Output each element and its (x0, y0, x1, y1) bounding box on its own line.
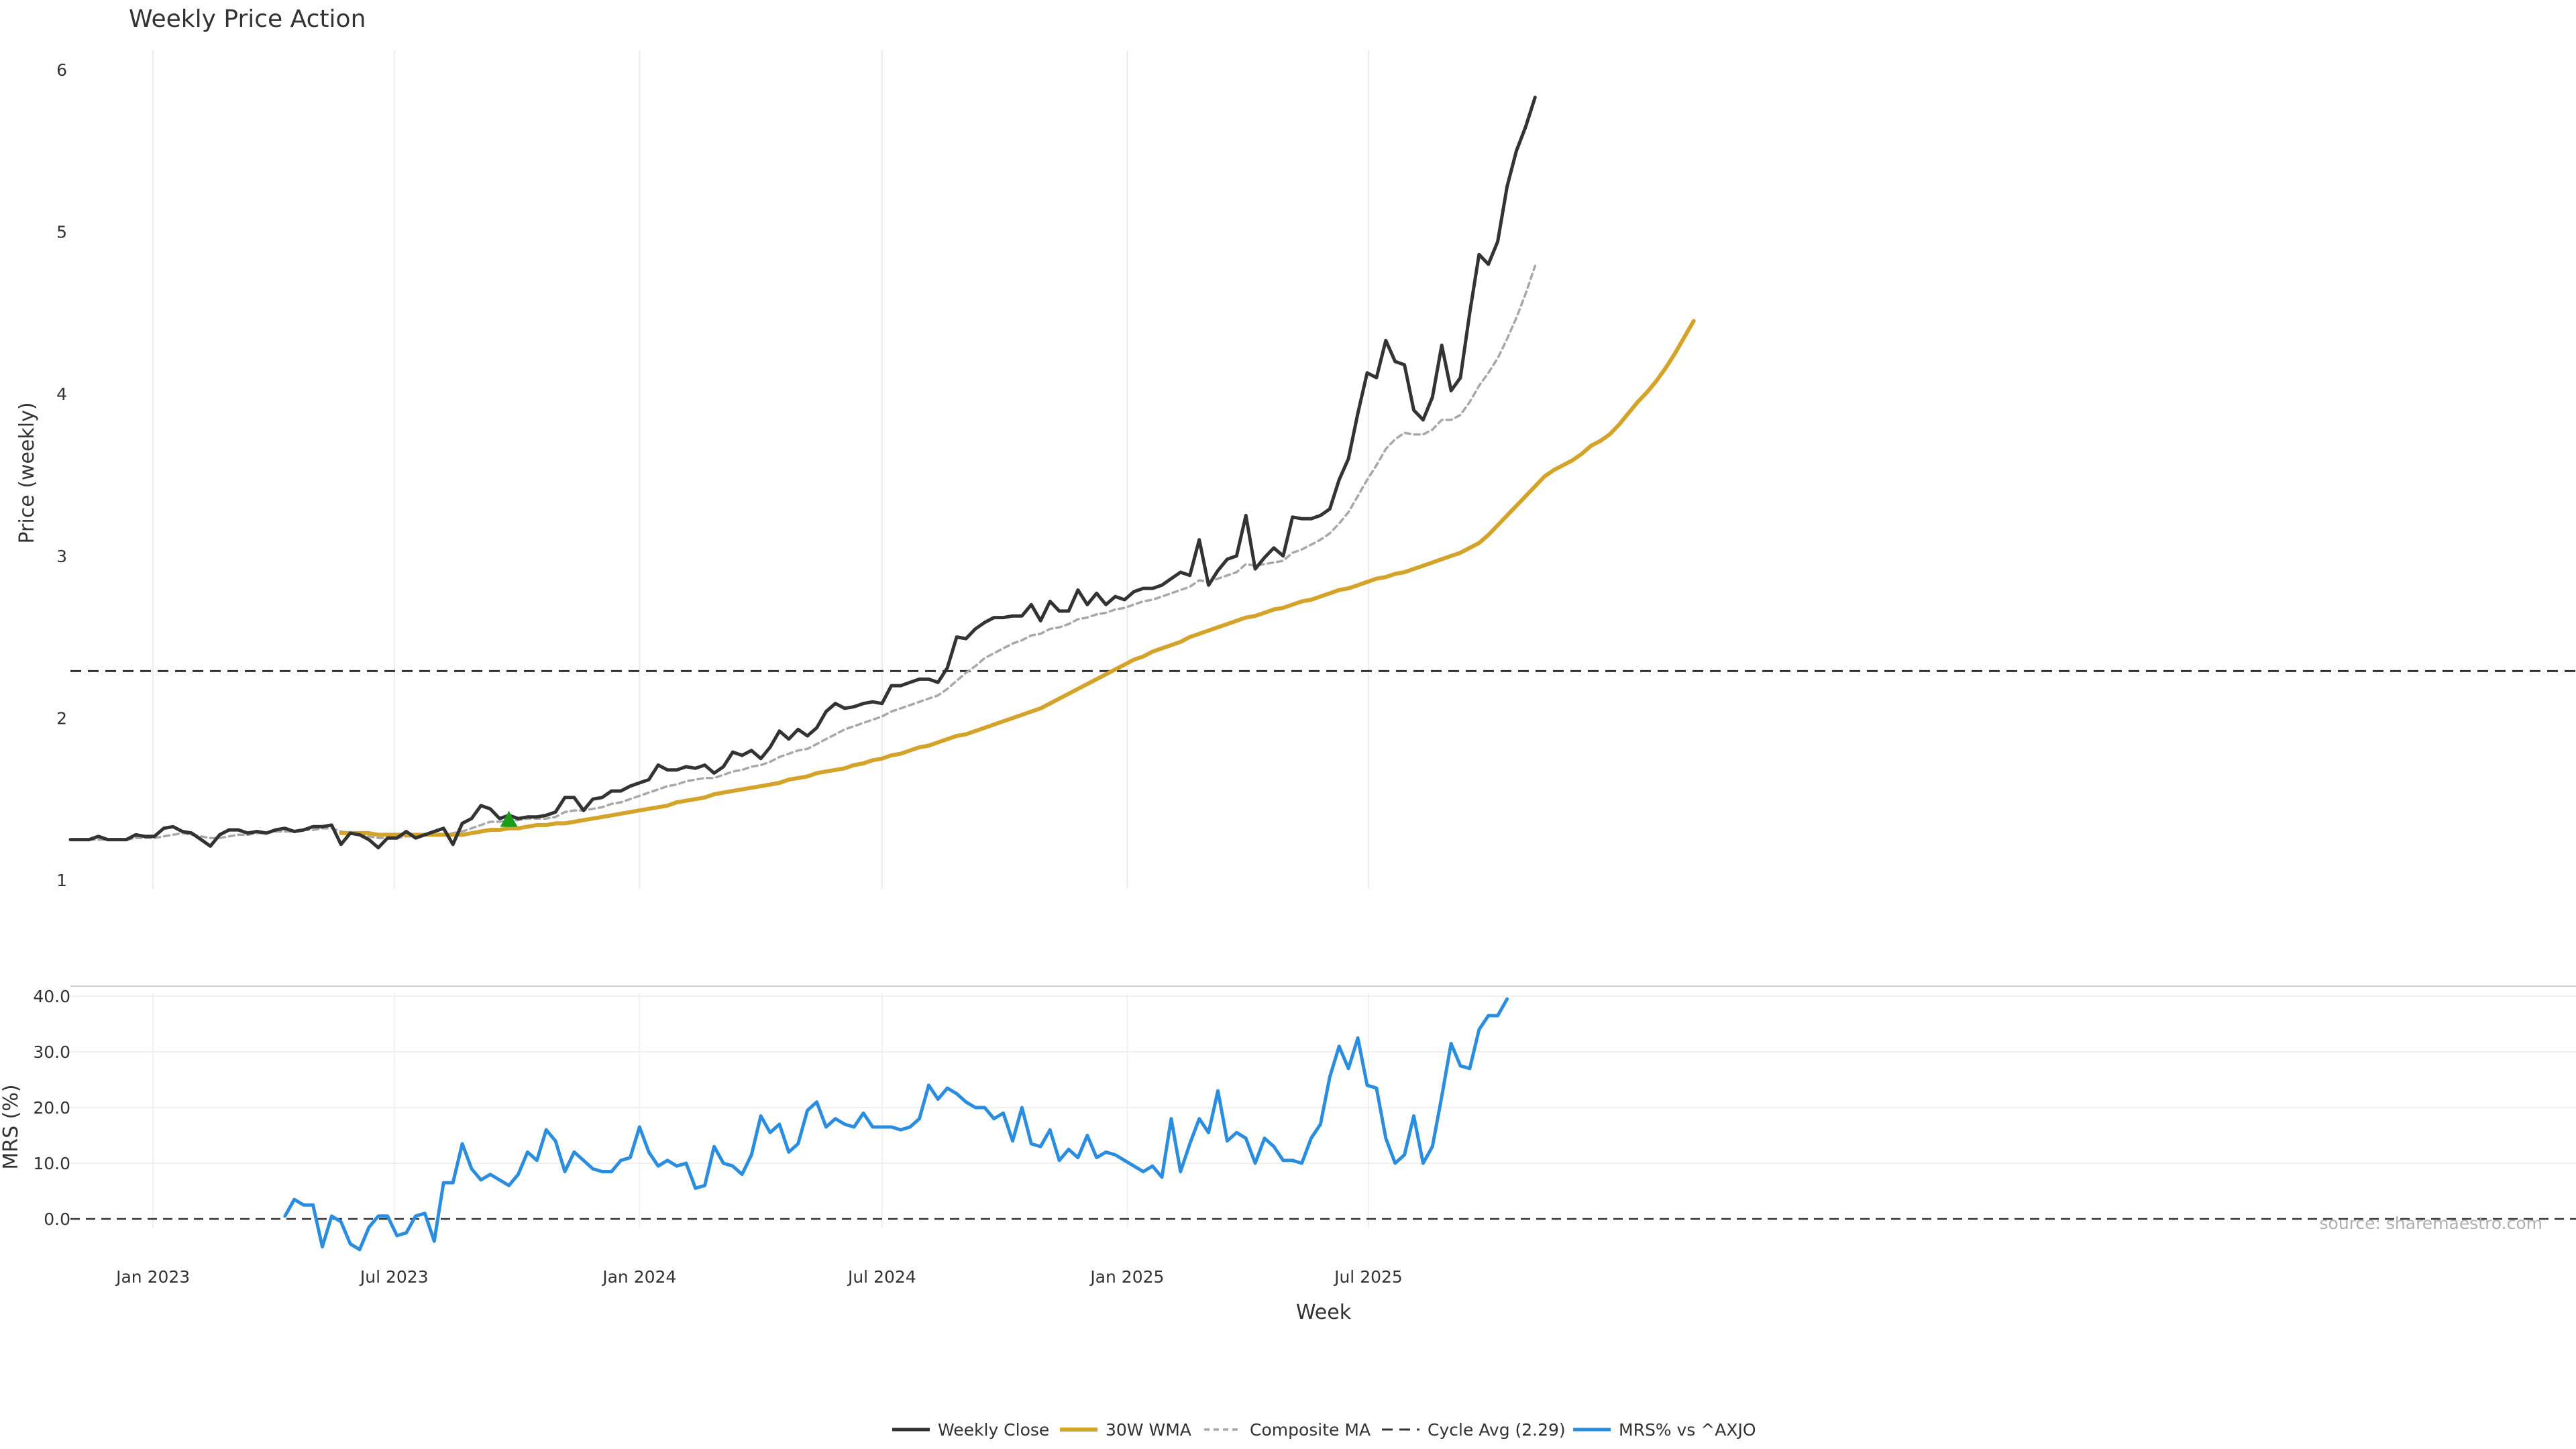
weekly-close-line (68, 95, 1537, 850)
xtick-jul-2023: Jul 2023 (359, 1267, 429, 1287)
price-grid (152, 50, 1369, 889)
price-ytick-3: 3 (56, 547, 67, 566)
price-y-axis: 1 2 3 4 5 6 (56, 60, 67, 890)
legend-label-composite-ma: Composite MA (1250, 1420, 1371, 1440)
composite-ma-line (69, 264, 1537, 841)
signal-marker (500, 810, 518, 827)
legend-label-weekly-close: Weekly Close (938, 1420, 1049, 1440)
legend-item-weekly-close: Weekly Close (892, 1420, 1049, 1440)
x-axis: Jan 2023 Jul 2023 Jan 2024 Jul 2024 Jan 2025… (115, 1267, 1403, 1287)
legend-item-mrs-vs-axjo: MRS% vs ^AXJO (1573, 1420, 1756, 1440)
mrs-ytick-20: 20.0 (33, 1098, 70, 1118)
30w-wma-line (339, 319, 1696, 837)
xtick-jan-2024: Jan 2024 (601, 1267, 676, 1287)
legend: Weekly Close 30W WMA Composite MA Cycle Avg… (892, 1420, 1756, 1440)
price-ytick-5: 5 (56, 223, 67, 242)
x-axis-title: Week (1296, 1301, 1352, 1324)
mrs-y-axis-title: MRS (%) (0, 1084, 23, 1169)
xtick-jan-2023: Jan 2023 (115, 1267, 190, 1287)
legend-item-30w-wma: 30W WMA (1060, 1420, 1191, 1440)
legend-label-mrs-vs-axjo: MRS% vs ^AXJO (1619, 1420, 1756, 1440)
xtick-jul-2025: Jul 2025 (1333, 1267, 1403, 1287)
legend-label-cycle-avg-2-29: Cycle Avg (2.29) (1428, 1420, 1566, 1440)
price-markers (500, 810, 518, 827)
price-ytick-4: 4 (56, 384, 67, 404)
legend-item-cycle-avg-2-29: Cycle Avg (2.29) (1382, 1420, 1566, 1440)
mrs-series (283, 997, 1509, 1252)
mrs-ytick-30: 30.0 (33, 1042, 70, 1062)
xtick-jul-2024: Jul 2024 (847, 1267, 916, 1287)
source-annotation: source: sharemaestro.com (2320, 1214, 2543, 1233)
mrs-ytick-10: 10.0 (33, 1154, 70, 1173)
xtick-jan-2025: Jan 2025 (1089, 1267, 1164, 1287)
price-series (68, 95, 1696, 850)
mrs-vs-axjo-line (283, 997, 1509, 1252)
price-y-axis-title: Price (weekly) (15, 402, 39, 543)
price-ytick-2: 2 (56, 708, 67, 728)
price-panel: 1 2 3 4 5 6 Price (weekly) (15, 50, 2576, 890)
legend-item-composite-ma: Composite MA (1204, 1420, 1371, 1440)
price-ytick-1: 1 (56, 871, 67, 890)
mrs-ytick-40: 40.0 (33, 987, 70, 1006)
price-ytick-6: 6 (56, 60, 67, 80)
mrs-grid (70, 993, 2576, 1228)
mrs-ytick-0: 0.0 (44, 1210, 70, 1229)
chart-title: Weekly Price Action (129, 5, 366, 33)
mrs-panel: 0.0 10.0 20.0 30.0 40.0 MRS (%) Jan 2023 Jul … (0, 987, 2576, 1324)
mrs-y-axis: 0.0 10.0 20.0 30.0 40.0 (33, 987, 70, 1229)
legend-label-30w-wma: 30W WMA (1106, 1420, 1191, 1440)
